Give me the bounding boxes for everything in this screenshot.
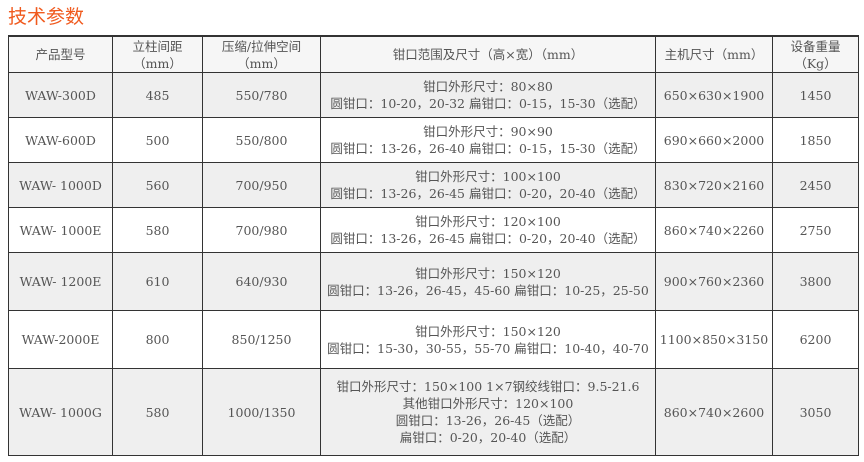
table-row: WAW- 1200E 610 640/930 钳口外形尺寸：150×120 圆钳口：13… (8, 252, 859, 311)
jaw-line: 钳口外形尺寸：150×120 (415, 323, 561, 339)
header-text: 产品型号 (35, 47, 86, 62)
jaw-line: 钳口外形尺寸：120×100 (415, 214, 561, 229)
cell-model: WAW- 1000E (8, 207, 113, 253)
cell-size: 900×760×2360 (655, 252, 773, 311)
header-text: （mm） (237, 55, 286, 71)
cell-space: 850/1250 (202, 310, 321, 369)
cell-size: 860×740×2600 (655, 368, 773, 456)
column-header: 钳口范围及尺寸（高×宽）（mm） (320, 35, 656, 73)
cell-space: 700/950 (202, 162, 321, 208)
header-text: 立柱间距 (132, 38, 183, 54)
jaw-line: 钳口外形尺寸：150×120 (415, 265, 561, 281)
cell-column: 500 (112, 117, 203, 163)
jaw-line: 圆钳口：13-26，26-45，45-60 扁钳口：10-25，25-50 (327, 282, 649, 298)
jaw-line: 圆钳口：13-26，26-45 扁钳口：0-20，20-40（选配） (330, 231, 646, 246)
cell-space: 550/780 (202, 72, 321, 118)
cell-column: 560 (112, 162, 203, 208)
header-text: （mm） (133, 55, 182, 71)
table-row: WAW-300D 485 550/780 钳口外形尺寸：80×80 圆钳口：10-20，… (8, 72, 859, 118)
cell-column: 800 (112, 310, 203, 369)
jaw-line: 其他钳口外形尺寸：120×100 (402, 396, 574, 411)
cell-space: 550/800 (202, 117, 321, 163)
header-text: 压缩/拉伸空间 (221, 38, 302, 54)
jaw-line: 圆钳口：13-26，26-45（选配） (395, 413, 581, 428)
cell-jaw: 钳口外形尺寸：90×90 圆钳口：13-26，26-40 扁钳口：0-15，15-… (320, 117, 656, 163)
header-text: （Kg） (794, 55, 837, 71)
cell-jaw: 钳口外形尺寸：150×100 1×7钢绞线钳口：9.5-21.6 其他钳口外形尺寸… (320, 368, 656, 456)
column-header: 主机尺寸（mm） (655, 35, 773, 73)
cell-jaw: 钳口外形尺寸：100×100 圆钳口：13-26，26-45 扁钳口：0-20，2… (320, 162, 656, 208)
cell-column: 485 (112, 72, 203, 118)
cell-weight: 3050 (772, 368, 859, 456)
cell-size: 860×740×2260 (655, 207, 773, 253)
cell-size: 1100×850×3150 (655, 310, 773, 369)
cell-jaw: 钳口外形尺寸：120×100 圆钳口：13-26，26-45 扁钳口：0-20，2… (320, 207, 656, 253)
header-text: 设备重量 (790, 38, 841, 54)
cell-model: WAW-2000E (8, 310, 113, 369)
cell-space: 640/930 (202, 252, 321, 311)
cell-space: 1000/1350 (202, 368, 321, 456)
table-row: WAW-600D 500 550/800 钳口外形尺寸：90×90 圆钳口：13-26，… (8, 117, 859, 163)
column-header: 产品型号 (8, 35, 113, 73)
cell-column: 610 (112, 252, 203, 311)
cell-weight: 3800 (772, 252, 859, 311)
column-header: 设备重量 （Kg） (772, 35, 859, 73)
spec-table: 产品型号 立柱间距 （mm） 压缩/拉伸空间 （mm） 钳口范围及尺寸（高×宽）（mm）主… (8, 35, 859, 456)
jaw-line: 钳口外形尺寸：90×90 (423, 124, 553, 139)
table-row: WAW-2000E 800 850/1250 钳口外形尺寸：150×120 圆钳口：15… (8, 310, 859, 369)
table-row: WAW- 1000G 580 1000/1350 钳口外形尺寸：150×100 1×7… (8, 368, 859, 456)
jaw-line: 圆钳口：10-20，20-32 扁钳口：0-15，15-30（选配） (330, 96, 646, 111)
cell-column: 580 (112, 207, 203, 253)
jaw-line: 扁钳口：0-20，20-40（选配） (399, 430, 577, 445)
cell-weight: 1450 (772, 72, 859, 118)
cell-model: WAW-300D (8, 72, 113, 118)
table-row: WAW- 1000D 560 700/950 钳口外形尺寸：100×100 圆钳口：13… (8, 162, 859, 208)
cell-weight: 2450 (772, 162, 859, 208)
table-row: WAW- 1000E 580 700/980 钳口外形尺寸：120×100 圆钳口：13… (8, 207, 859, 253)
jaw-line: 钳口外形尺寸：150×100 1×7钢绞线钳口：9.5-21.6 (336, 379, 640, 394)
jaw-line: 钳口外形尺寸：100×100 (415, 169, 561, 184)
jaw-line: 圆钳口：15-30，30-55，55-70 扁钳口：10-40，40-70 (327, 340, 649, 356)
column-header: 立柱间距 （mm） (112, 35, 203, 73)
cell-model: WAW- 1000G (8, 368, 113, 456)
cell-column: 580 (112, 368, 203, 456)
column-header: 压缩/拉伸空间 （mm） (202, 35, 321, 73)
header-text: 主机尺寸（mm） (664, 47, 764, 62)
cell-model: WAW- 1000D (8, 162, 113, 208)
cell-model: WAW- 1200E (8, 252, 113, 311)
jaw-line: 圆钳口：13-26，26-45 扁钳口：0-20，20-40（选配） (330, 186, 646, 201)
cell-size: 690×660×2000 (655, 117, 773, 163)
cell-weight: 6200 (772, 310, 859, 369)
jaw-line: 钳口外形尺寸：80×80 (423, 79, 553, 94)
jaw-line: 圆钳口：13-26，26-40 扁钳口：0-15，15-30（选配） (330, 141, 646, 156)
header-text: 钳口范围及尺寸（高×宽）（mm） (392, 47, 584, 62)
cell-weight: 2750 (772, 207, 859, 253)
cell-space: 700/980 (202, 207, 321, 253)
cell-size: 830×720×2160 (655, 162, 773, 208)
cell-jaw: 钳口外形尺寸：80×80 圆钳口：10-20，20-32 扁钳口：0-15，15-… (320, 72, 656, 118)
cell-model: WAW-600D (8, 117, 113, 163)
cell-weight: 1850 (772, 117, 859, 163)
cell-size: 650×630×1900 (655, 72, 773, 118)
cell-jaw: 钳口外形尺寸：150×120 圆钳口：15-30，30-55，55-70 扁钳口：… (320, 310, 656, 369)
section-title: 技术参数 (8, 6, 85, 28)
cell-jaw: 钳口外形尺寸：150×120 圆钳口：13-26，26-45，45-60 扁钳口：… (320, 252, 656, 311)
